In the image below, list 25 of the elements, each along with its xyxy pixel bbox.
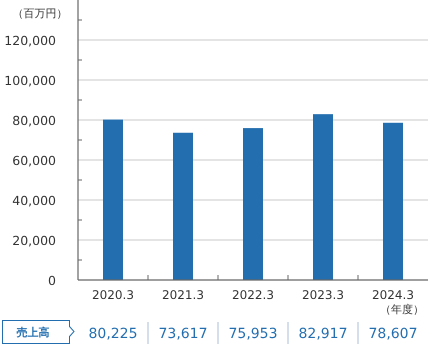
y-tick-label: 80,000: [12, 113, 56, 128]
data-label: 75,953: [228, 326, 278, 342]
bar: [313, 114, 333, 280]
y-tick-label: 0: [48, 273, 56, 288]
y-tick-label: 60,000: [12, 153, 56, 168]
y-axis-title: （百万円）: [12, 7, 68, 20]
data-label: 78,607: [368, 326, 418, 342]
y-tick-label: 120,000: [4, 33, 56, 48]
x-tick-label: 2023.3: [302, 288, 344, 302]
bar: [243, 128, 263, 280]
x-axis-title: （年度）: [380, 303, 424, 316]
y-tick-label: 40,000: [12, 193, 56, 208]
x-tick-label: 2021.3: [162, 288, 204, 302]
bar: [383, 122, 403, 280]
bar: [103, 120, 123, 280]
x-tick-label: 2022.3: [232, 288, 274, 302]
y-tick-label: 20,000: [12, 233, 56, 248]
data-label: 73,617: [158, 326, 208, 342]
bar: [173, 132, 193, 280]
y-tick-label: 100,000: [4, 73, 56, 88]
text: 売上高: [16, 326, 50, 339]
x-tick-label: 2024.3: [372, 288, 414, 302]
data-label: 82,917: [298, 326, 348, 342]
x-tick-label: 2020.3: [92, 288, 134, 302]
data-label: 80,225: [88, 326, 138, 342]
